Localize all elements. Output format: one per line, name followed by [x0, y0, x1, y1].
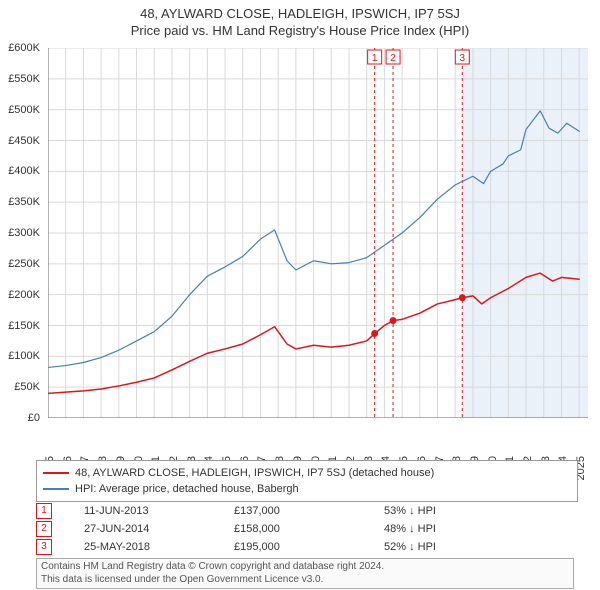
legend-item: HPI: Average price, detached house, Babe… [43, 481, 571, 497]
y-tick-label: £0 [28, 412, 40, 424]
sale-row: 3 25-MAY-2018£195,00052% ↓ HPI [36, 538, 564, 556]
y-tick-label: £300K [8, 227, 40, 239]
svg-text:2: 2 [390, 53, 396, 64]
chart-container: 48, AYLWARD CLOSE, HADLEIGH, IPSWICH, IP… [0, 0, 600, 590]
svg-text:1: 1 [372, 53, 378, 64]
sale-date: 27-JUN-2014 [84, 523, 234, 535]
y-tick-label: £400K [8, 165, 40, 177]
sale-hpi-delta: 53% ↓ HPI [384, 505, 564, 517]
y-axis-labels: £0£50K£100K£150K£200K£250K£300K£350K£400… [0, 48, 44, 418]
title-line-1: 48, AYLWARD CLOSE, HADLEIGH, IPSWICH, IP… [0, 6, 600, 21]
title-block: 48, AYLWARD CLOSE, HADLEIGH, IPSWICH, IP… [0, 0, 600, 38]
y-tick-label: £200K [8, 289, 40, 301]
sale-price: £158,000 [234, 523, 384, 535]
sale-price: £137,000 [234, 505, 384, 517]
y-tick-label: £50K [14, 381, 40, 393]
y-tick-label: £450K [8, 135, 40, 147]
title-line-2: Price paid vs. HM Land Registry's House … [0, 23, 600, 38]
sale-date: 11-JUN-2013 [84, 505, 234, 517]
y-tick-label: £350K [8, 196, 40, 208]
sale-hpi-delta: 52% ↓ HPI [384, 541, 564, 553]
plot-svg: 1 2 3 [48, 48, 588, 418]
footer-box: Contains HM Land Registry data © Crown c… [36, 558, 574, 589]
sale-marker: 3 [36, 539, 52, 555]
y-tick-label: £150K [8, 320, 40, 332]
sale-marker: 2 [36, 521, 52, 537]
legend-label: 48, AYLWARD CLOSE, HADLEIGH, IPSWICH, IP… [75, 467, 434, 479]
y-tick-label: £550K [8, 73, 40, 85]
svg-text:3: 3 [460, 53, 466, 64]
legend-box: 48, AYLWARD CLOSE, HADLEIGH, IPSWICH, IP… [36, 460, 578, 502]
legend-swatch [43, 472, 69, 474]
sale-row: 1 11-JUN-2013£137,00053% ↓ HPI [36, 502, 564, 520]
sale-date: 25-MAY-2018 [84, 541, 234, 553]
y-tick-label: £100K [8, 350, 40, 362]
plot-area: 1 2 3 [48, 48, 588, 418]
y-tick-label: £500K [8, 104, 40, 116]
x-axis-labels: 1995199619971998199920002001200220032004… [48, 420, 588, 458]
sale-row: 2 27-JUN-2014£158,00048% ↓ HPI [36, 520, 564, 538]
sale-marker: 1 [36, 503, 52, 519]
y-tick-label: £250K [8, 258, 40, 270]
sale-price: £195,000 [234, 541, 384, 553]
legend-label: HPI: Average price, detached house, Babe… [75, 483, 299, 495]
y-tick-label: £600K [8, 42, 40, 54]
legend-item: 48, AYLWARD CLOSE, HADLEIGH, IPSWICH, IP… [43, 465, 571, 481]
footer-line-1: Contains HM Land Registry data © Crown c… [41, 561, 569, 574]
legend-swatch [43, 488, 69, 490]
footer-line-2: This data is licensed under the Open Gov… [41, 574, 569, 587]
sale-hpi-delta: 48% ↓ HPI [384, 523, 564, 535]
sales-table: 1 11-JUN-2013£137,00053% ↓ HPI 2 27-JUN-201… [36, 502, 564, 556]
